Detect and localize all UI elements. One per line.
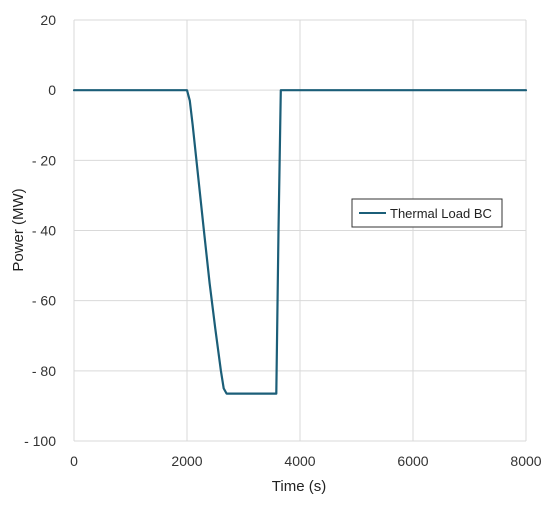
- y-tick-label: - 100: [24, 433, 56, 449]
- series-line-thermal-load-bc: [72, 89, 528, 395]
- x-axis-title: Time (s): [272, 478, 326, 495]
- y-axis-title: Power (MW): [10, 188, 27, 271]
- x-tick-label: 0: [70, 453, 78, 469]
- legend: Thermal Load BC: [351, 198, 503, 228]
- y-tick-labels: 20 0 - 20 - 40 - 60 - 80 - 100: [24, 12, 56, 449]
- x-tick-label: 4000: [284, 453, 315, 469]
- y-tick-label: 20: [40, 12, 56, 28]
- x-tick-label: 2000: [171, 453, 202, 469]
- x-tick-labels: 0 2000 4000 6000 8000: [70, 453, 542, 469]
- grid-lines: [73, 19, 527, 442]
- y-tick-label: - 60: [32, 293, 56, 309]
- series-lines: [72, 89, 528, 395]
- y-tick-label: - 20: [32, 152, 56, 168]
- y-tick-label: 0: [48, 82, 56, 98]
- y-tick-label: - 40: [32, 223, 56, 239]
- legend-label: Thermal Load BC: [390, 206, 492, 221]
- x-tick-label: 6000: [397, 453, 428, 469]
- x-tick-label: 8000: [510, 453, 541, 469]
- y-tick-label: - 80: [32, 363, 56, 379]
